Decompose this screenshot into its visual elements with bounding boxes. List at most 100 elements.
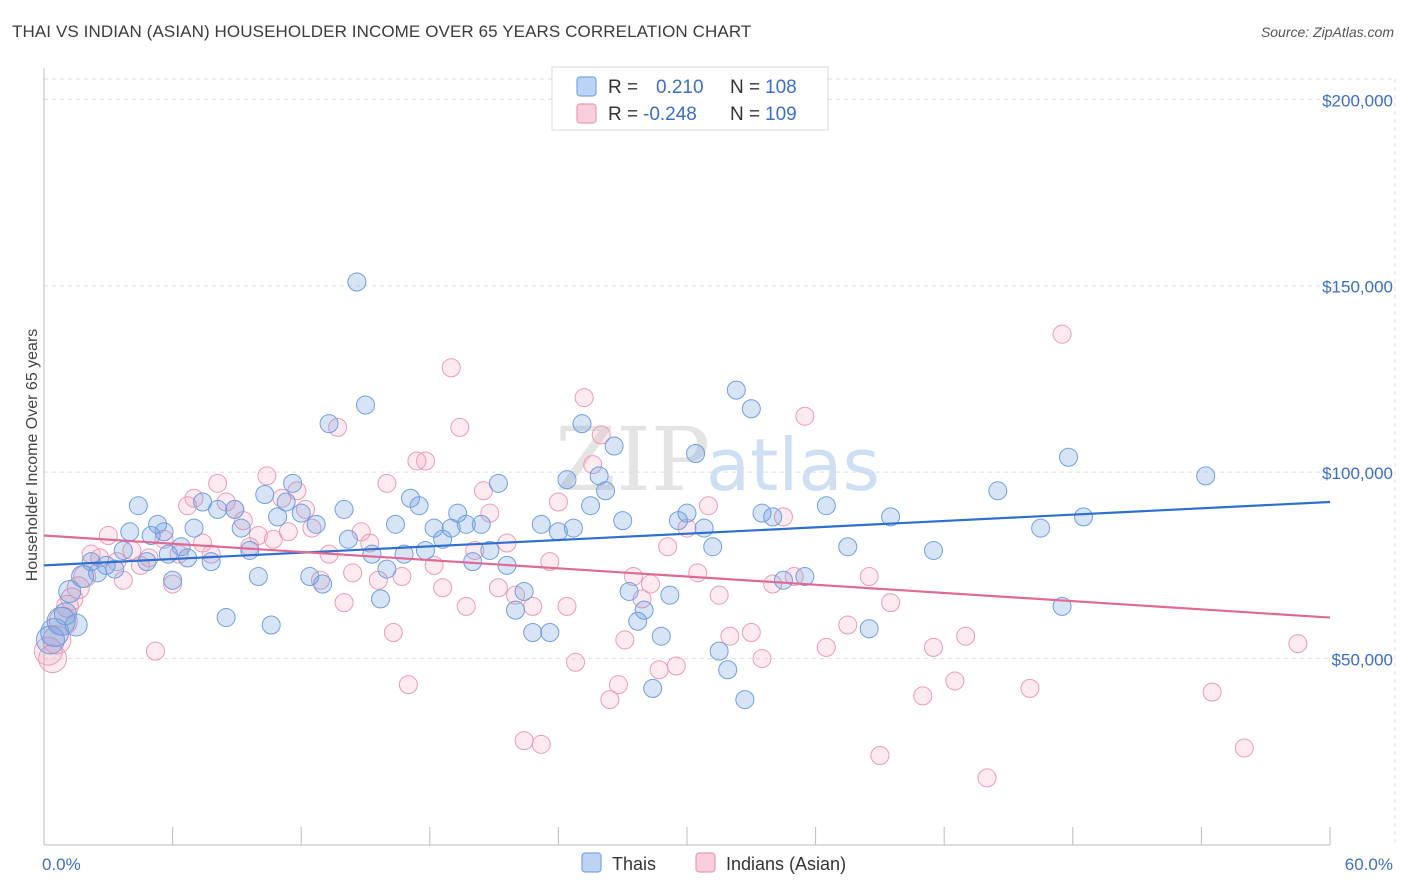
indian-point: [334, 593, 354, 613]
thai-point: [371, 589, 391, 609]
thai-point: [514, 581, 534, 601]
indian-trend-line: [43, 534, 1331, 619]
indian-point: [763, 574, 783, 594]
thai-point: [471, 514, 491, 534]
indian-point: [913, 686, 933, 706]
indian-point: [60, 587, 84, 611]
thai-point: [795, 567, 815, 587]
legend: R = 0.210 N = 108 R = -0.248 N = 109: [551, 66, 829, 131]
indian-point: [98, 526, 118, 546]
bottom-legend-swatch-thais: [581, 852, 602, 873]
indian-point: [698, 496, 718, 516]
indian-point: [795, 406, 815, 426]
indian-point: [531, 734, 551, 754]
thai-point: [1052, 596, 1072, 616]
bottom-legend-label-indians: Indians (Asian): [726, 854, 846, 874]
indian-point: [145, 641, 165, 661]
indian-point: [608, 675, 628, 695]
legend-r-label-indians: R =: [608, 104, 638, 125]
legend-r-value-indians: -0.248: [643, 104, 697, 125]
indian-point: [540, 552, 560, 572]
indian-point: [456, 596, 476, 616]
indian-point: [343, 563, 363, 583]
indian-point: [977, 768, 997, 788]
thai-point: [338, 529, 358, 549]
indian-point: [816, 637, 836, 657]
indian-point: [416, 451, 436, 471]
indian-point: [859, 567, 879, 587]
x-tick-label-min: 0.0%: [42, 855, 81, 874]
thai-point: [319, 414, 339, 434]
thai-point: [128, 496, 148, 516]
indian-point: [649, 660, 669, 680]
indian-point: [881, 593, 901, 613]
bottom-legend: Thais Indians (Asian): [581, 852, 846, 874]
legend-swatch-thais: [576, 76, 597, 97]
thai-point: [283, 473, 303, 493]
legend-n-label-indians: N =: [730, 104, 760, 125]
thai-point: [347, 272, 367, 292]
indian-point: [720, 626, 740, 646]
thai-point: [1059, 447, 1079, 467]
indian-point: [1234, 738, 1254, 758]
indian-point: [473, 481, 493, 501]
thai-point: [540, 622, 560, 642]
thai-point: [563, 518, 583, 538]
indian-point: [666, 656, 686, 676]
indian-point: [248, 526, 268, 546]
thai-point: [306, 514, 326, 534]
legend-r-value-thais: 0.210: [656, 77, 704, 98]
indian-point: [688, 563, 708, 583]
thai-point: [231, 518, 251, 538]
thai-point: [171, 537, 191, 557]
indian-point: [38, 644, 68, 674]
thai-point: [677, 503, 697, 523]
thai-point: [291, 503, 311, 523]
thai-point: [881, 507, 901, 527]
thai-point: [741, 399, 761, 419]
indian-point: [383, 622, 403, 642]
thai-point: [660, 585, 680, 605]
thai-point: [838, 537, 858, 557]
thai-point: [64, 613, 88, 637]
thai-point: [113, 540, 133, 560]
indian-point: [658, 537, 678, 557]
thai-point: [416, 540, 436, 560]
thai-point: [694, 518, 714, 538]
thai-point: [596, 481, 616, 501]
thai-point: [709, 641, 729, 661]
thai-point: [703, 537, 723, 557]
indian-point: [615, 630, 635, 650]
indian-point: [709, 585, 729, 605]
thai-point: [225, 499, 245, 519]
thai-point: [377, 559, 397, 579]
y-tick-label: $100,000: [1322, 464, 1393, 483]
thai-point: [163, 570, 183, 590]
indian-point: [566, 652, 586, 672]
legend-swatch-indians: [576, 103, 597, 124]
thai-point: [628, 611, 648, 631]
thai-point: [651, 626, 671, 646]
chart-title: THAI VS INDIAN (ASIAN) HOUSEHOLDER INCOM…: [12, 22, 752, 41]
bottom-legend-label-thais: Thais: [612, 854, 656, 874]
thai-point: [58, 579, 82, 603]
y-tick-label: $50,000: [1332, 651, 1393, 670]
legend-r-label-thais: R =: [608, 77, 638, 98]
indian-point: [741, 622, 761, 642]
indian-point: [257, 466, 277, 486]
thai-point: [531, 514, 551, 534]
thai-point: [208, 499, 228, 519]
thai-point: [859, 619, 879, 639]
y-axis-label: Householder Income Over 65 years: [24, 329, 41, 582]
bottom-legend-swatch-indians: [695, 852, 716, 873]
indian-point: [641, 574, 661, 594]
thai-point: [313, 574, 333, 594]
indian-point: [784, 567, 804, 587]
thai-point: [988, 481, 1008, 501]
thai-point: [634, 600, 654, 620]
x-tick-label-max: 60.0%: [1345, 855, 1393, 874]
thai-point: [752, 503, 772, 523]
indian-point: [956, 626, 976, 646]
thai-point: [35, 625, 65, 655]
